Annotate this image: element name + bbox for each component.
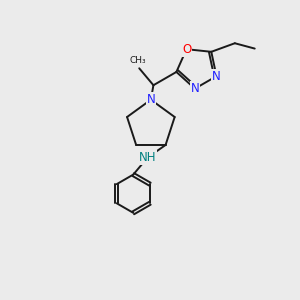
Text: CH₃: CH₃: [129, 56, 146, 65]
Text: N: N: [212, 70, 221, 83]
Text: O: O: [182, 43, 191, 56]
Text: N: N: [190, 82, 199, 95]
Text: NH: NH: [139, 151, 156, 164]
Text: N: N: [146, 93, 155, 106]
